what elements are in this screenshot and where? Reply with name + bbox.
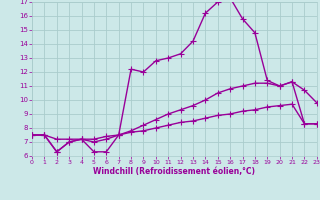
X-axis label: Windchill (Refroidissement éolien,°C): Windchill (Refroidissement éolien,°C) — [93, 167, 255, 176]
